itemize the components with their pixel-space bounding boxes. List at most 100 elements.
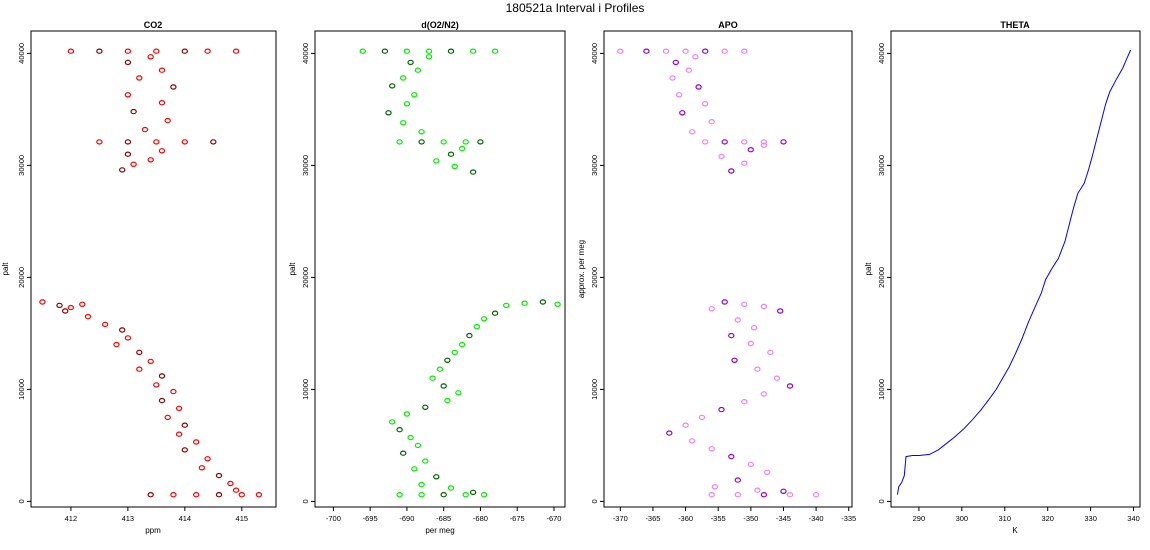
- data-point: [39, 299, 46, 305]
- data-point: [462, 492, 469, 498]
- data-point: [232, 48, 240, 54]
- data-point: [170, 492, 177, 498]
- data-point: [643, 48, 650, 54]
- data-point: [702, 48, 709, 54]
- data-point: [164, 117, 171, 124]
- data-point: [418, 481, 425, 488]
- data-point: [411, 92, 418, 98]
- data-point: [458, 341, 466, 348]
- data-point: [812, 492, 820, 498]
- data-point: [118, 167, 126, 173]
- data-point: [407, 59, 414, 66]
- data-point: [447, 151, 455, 157]
- data-point: [451, 349, 458, 356]
- data-point: [67, 48, 75, 54]
- data-point: [662, 48, 670, 54]
- y-tick-label: 0: [877, 499, 886, 503]
- data-point: [181, 139, 188, 145]
- data-point: [422, 458, 429, 464]
- data-point: [158, 373, 166, 379]
- data-point: [675, 92, 683, 98]
- data-point: [204, 456, 211, 462]
- data-point: [381, 48, 389, 54]
- panel-theta-frame: [890, 30, 1141, 508]
- data-point: [96, 48, 103, 54]
- x-tick-label: 290: [913, 514, 926, 523]
- y-tick-label: 40000: [590, 43, 599, 64]
- data-point: [422, 404, 429, 410]
- data-point: [147, 358, 154, 365]
- panel-o2n2-ticks: -700 -695 -690 -685 -680 -675 -670 0 10000 20000 3…: [301, 43, 561, 523]
- data-point: [118, 327, 126, 333]
- series-line: [896, 49, 1132, 495]
- data-point: [741, 399, 748, 405]
- data-point: [158, 397, 166, 404]
- data-point: [469, 48, 477, 54]
- data-point: [760, 391, 768, 397]
- panel-theta: THETA 290 300 310 320 330 340 0 10000 20000 30000…: [864, 20, 1141, 535]
- x-tick-label: 340: [1127, 514, 1140, 523]
- y-tick-label: 10000: [590, 379, 599, 400]
- data-point: [477, 139, 484, 145]
- data-point: [708, 306, 715, 312]
- data-point: [158, 148, 166, 154]
- x-tick-label: 300: [956, 514, 969, 523]
- x-tick-label: -365: [645, 514, 660, 523]
- data-point: [396, 427, 403, 433]
- data-point: [84, 313, 92, 320]
- data-point: [411, 466, 418, 472]
- data-point: [672, 59, 680, 66]
- data-point: [400, 450, 407, 456]
- data-point: [389, 83, 396, 89]
- data-point: [153, 382, 160, 388]
- panel-theta-marks: [896, 49, 1132, 495]
- panel-o2n2-marks: [359, 48, 561, 498]
- x-tick-label: 320: [1041, 514, 1054, 523]
- data-point: [741, 160, 748, 166]
- data-point: [750, 325, 758, 331]
- data-point: [147, 157, 154, 163]
- data-point: [455, 390, 462, 396]
- data-point: [503, 302, 510, 309]
- data-point: [462, 139, 469, 145]
- data-point: [175, 405, 183, 412]
- data-point: [400, 75, 407, 81]
- data-point: [101, 321, 109, 328]
- y-tick-label: 40000: [17, 43, 26, 64]
- data-point: [403, 411, 411, 417]
- panel-co2-marks: [39, 48, 263, 498]
- data-point: [124, 59, 132, 66]
- y-tick-label: 40000: [301, 43, 310, 64]
- data-point: [215, 492, 223, 498]
- data-point: [210, 139, 217, 145]
- data-point: [418, 492, 425, 498]
- y-tick-label: 0: [301, 499, 310, 503]
- data-point: [175, 431, 183, 437]
- panel-apo-frame: [603, 30, 853, 508]
- panel-co2-xlabel: ppm: [145, 526, 161, 535]
- data-point: [124, 92, 132, 98]
- data-point: [436, 366, 444, 372]
- data-point: [718, 406, 725, 413]
- data-point: [136, 349, 143, 356]
- data-point: [721, 139, 728, 145]
- data-point: [153, 48, 160, 54]
- x-tick-label: -335: [841, 514, 856, 523]
- data-point: [67, 304, 75, 311]
- data-point: [702, 139, 709, 145]
- data-point: [721, 48, 728, 54]
- y-tick-label: 30000: [17, 155, 26, 176]
- data-point: [473, 324, 480, 330]
- panel-co2-frame: [30, 30, 277, 508]
- data-point: [204, 48, 211, 54]
- data-point: [403, 101, 411, 107]
- data-point: [124, 151, 132, 157]
- x-tick-label: -680: [473, 514, 488, 523]
- data-point: [414, 442, 422, 449]
- data-point: [400, 120, 407, 126]
- x-tick-label: 413: [122, 514, 135, 523]
- x-tick-label: 310: [999, 514, 1012, 523]
- x-tick-label: -695: [363, 514, 378, 523]
- data-point: [708, 118, 715, 125]
